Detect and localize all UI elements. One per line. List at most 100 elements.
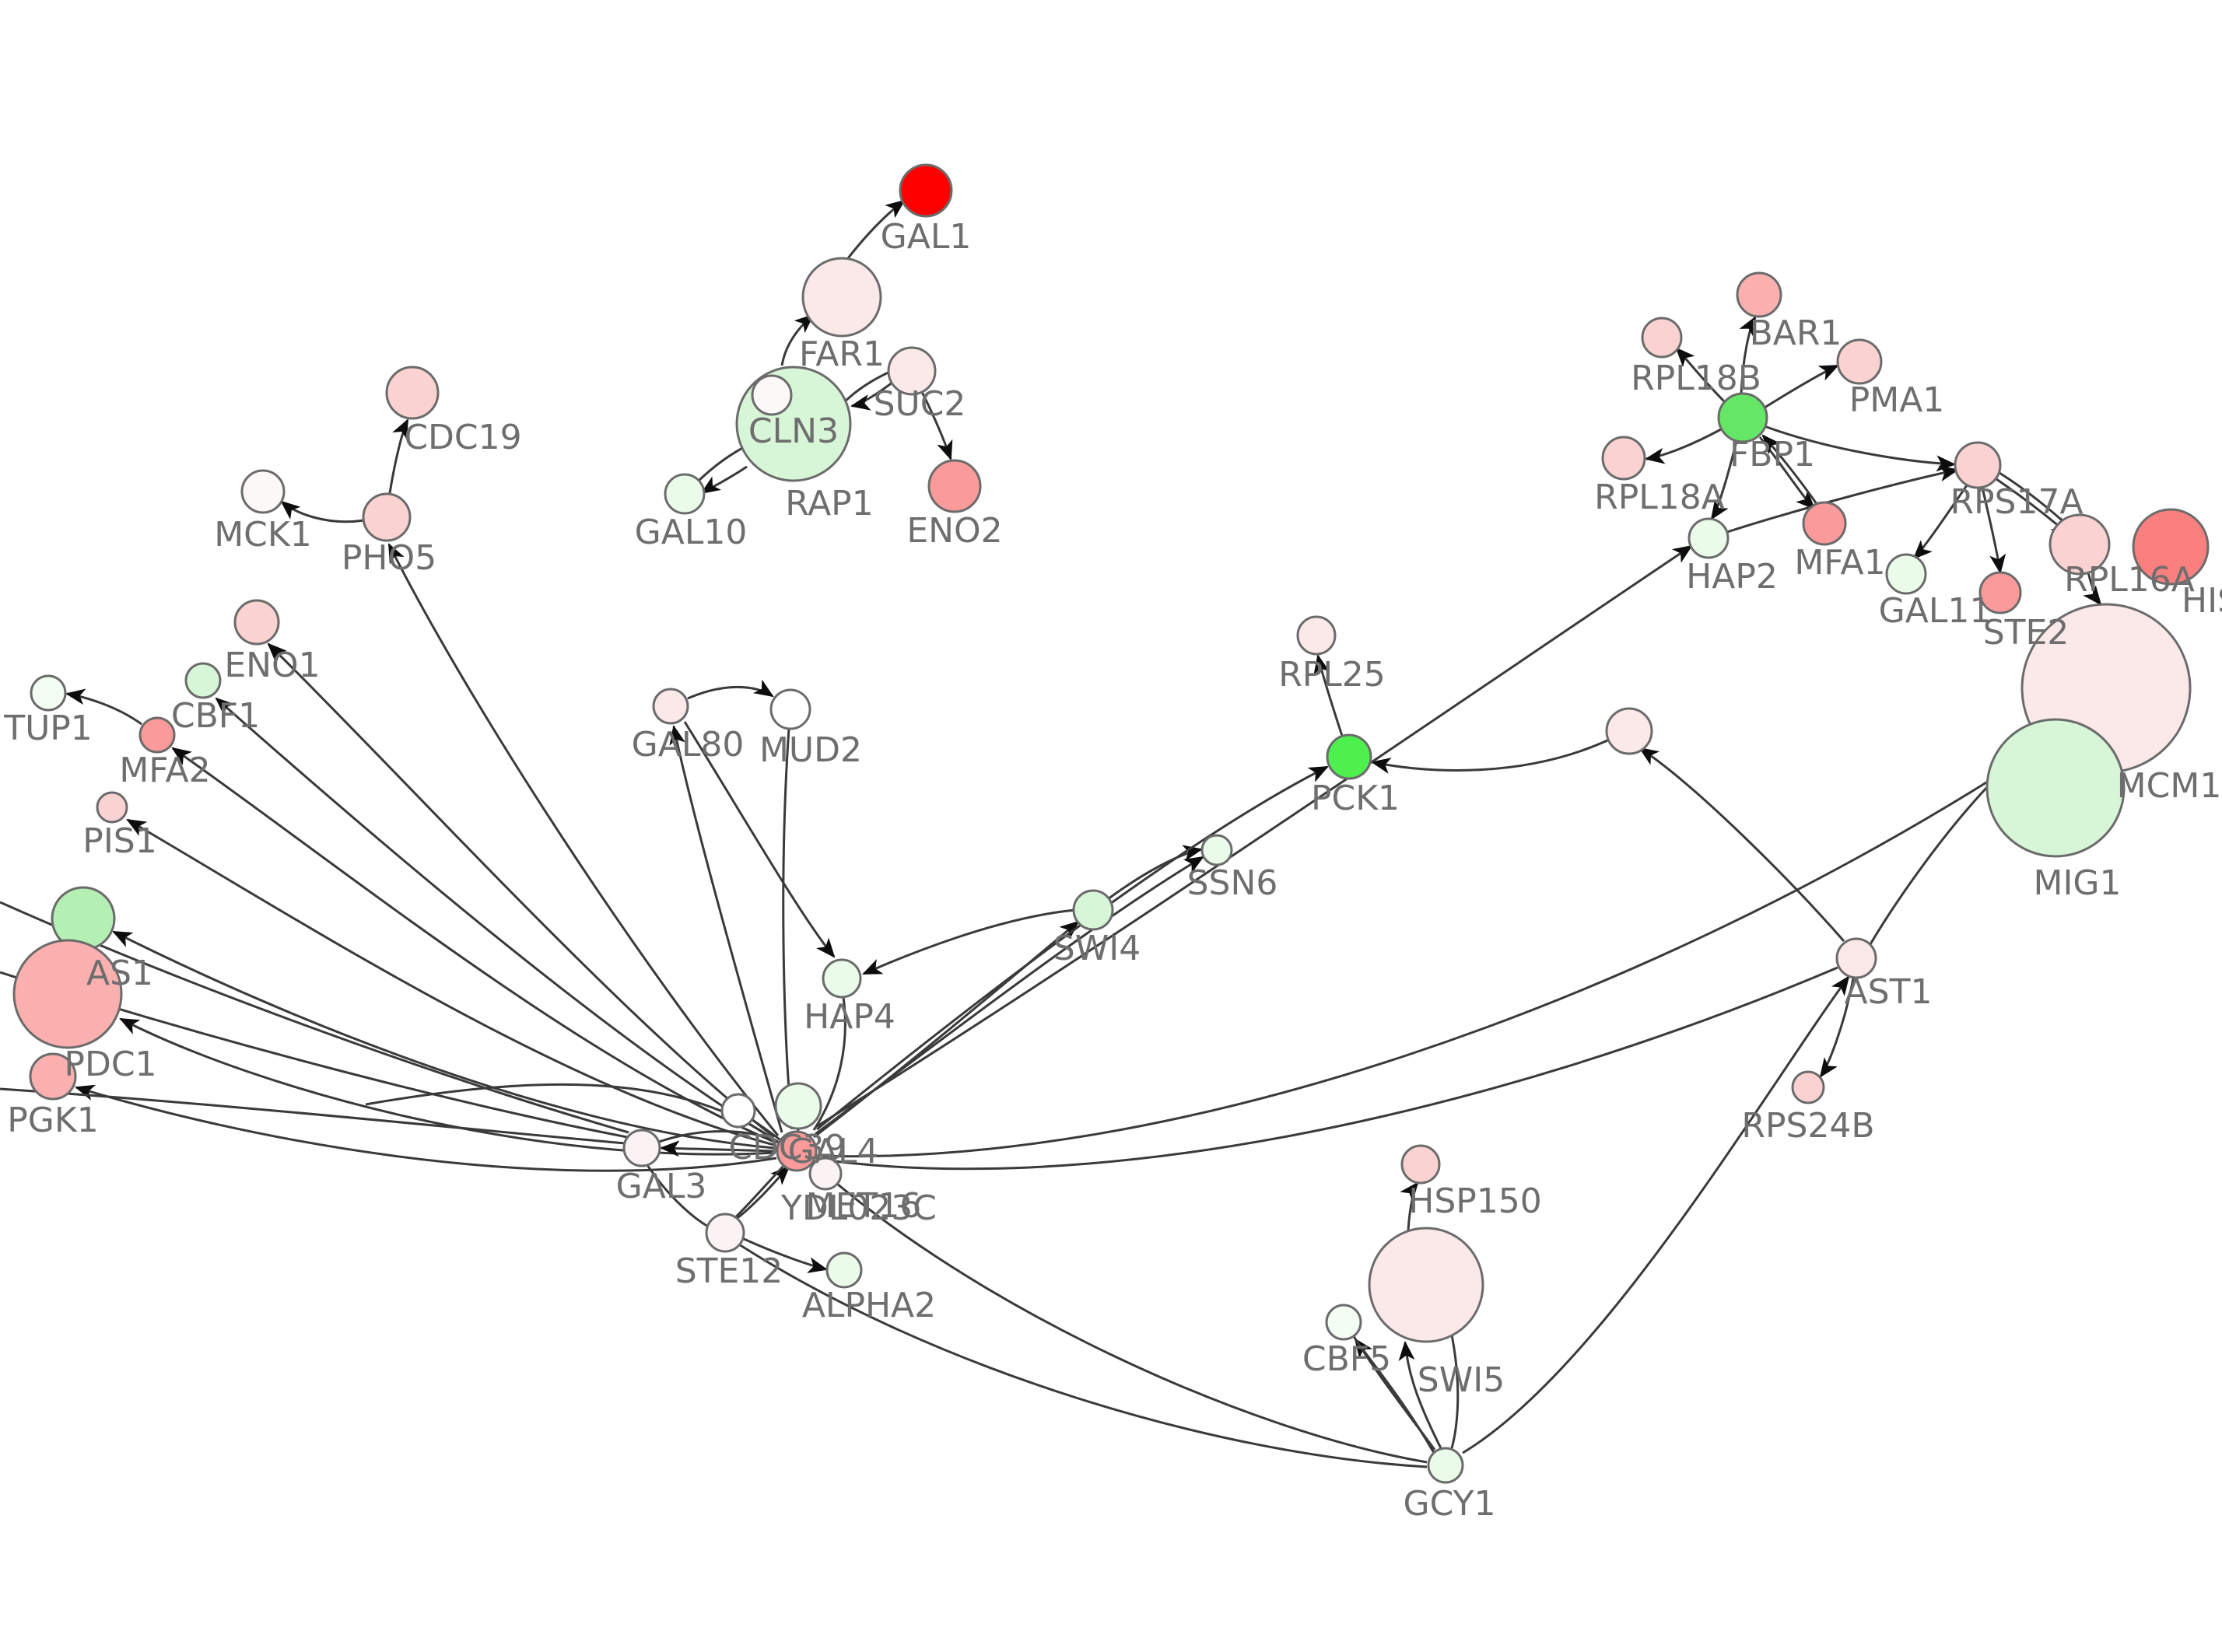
edge-FBP1-to-RPL18B bbox=[1675, 347, 1727, 404]
node-label-rpl25: RPL25 bbox=[1278, 655, 1386, 695]
node-hap2[interactable] bbox=[1688, 517, 1730, 559]
node-label-pho5: PHO5 bbox=[342, 538, 436, 578]
node-swi5[interactable] bbox=[1368, 1227, 1484, 1343]
node-pdc1[interactable] bbox=[12, 939, 123, 1049]
edge-GAL4-to-PCK1 bbox=[816, 765, 1329, 1131]
node-gal80[interactable] bbox=[652, 688, 689, 725]
node-tup1[interactable] bbox=[30, 674, 67, 712]
node-gal4[interactable] bbox=[776, 1130, 818, 1172]
node-label-pgk1: PGK1 bbox=[7, 1101, 98, 1140]
node-label-his4: HIS4 bbox=[2182, 581, 2222, 621]
node-label-cdc19: CDC19 bbox=[404, 418, 521, 457]
node-label-cdc39: CDC39 bbox=[728, 1128, 846, 1167]
node-mfa2[interactable] bbox=[138, 716, 176, 754]
node-label-bar1: BAR1 bbox=[1750, 313, 1842, 353]
edge-GAL80-to-HAP4 bbox=[683, 721, 836, 958]
edge-RPS17A-to-STE2 bbox=[1981, 487, 2006, 575]
node-mig1[interactable] bbox=[1985, 718, 2126, 858]
node-suc2[interactable] bbox=[887, 346, 937, 396]
node-ast1[interactable] bbox=[1835, 937, 1877, 979]
node-label-swi5: SWI5 bbox=[1418, 1360, 1505, 1400]
node-label-rpl16a: RPL16A bbox=[2064, 560, 2195, 600]
node-cbf5[interactable] bbox=[1325, 1304, 1362, 1341]
edge-GAL3-to-hub1 bbox=[0, 1087, 626, 1145]
node-rpl16a[interactable] bbox=[2049, 513, 2111, 576]
node-label-ste12: STE12 bbox=[675, 1251, 783, 1291]
node-rps24b[interactable] bbox=[1791, 1070, 1825, 1104]
node-gal11[interactable] bbox=[1885, 553, 1927, 595]
node-pgk1[interactable] bbox=[29, 1052, 77, 1101]
node-rps17a[interactable] bbox=[1954, 441, 2002, 489]
edge-GAL3-to-GAL4 bbox=[658, 1130, 779, 1143]
node-gal3[interactable] bbox=[622, 1129, 661, 1167]
node-eno1[interactable] bbox=[233, 599, 280, 646]
edge-FBP1-to-RPL18A bbox=[1644, 428, 1722, 464]
node-ste2[interactable] bbox=[1978, 571, 2022, 614]
edge-MUD2-to-GAL4 bbox=[782, 728, 794, 1130]
node-mck1[interactable] bbox=[240, 469, 286, 514]
node-label-rps24b: RPS24B bbox=[1741, 1106, 1874, 1146]
node-label-eno2: ENO2 bbox=[906, 511, 1002, 551]
node-unlabeled_hub[interactable] bbox=[1605, 707, 1653, 755]
node-mud2[interactable] bbox=[769, 688, 811, 730]
node-pma1[interactable] bbox=[1836, 338, 1883, 385]
edge-SWI4-to-HAP4 bbox=[862, 908, 1076, 975]
node-eno2[interactable] bbox=[927, 459, 982, 513]
edge-FBP1-to-BAR1 bbox=[1739, 316, 1757, 394]
node-met16[interactable] bbox=[774, 1082, 822, 1130]
node-alpha2[interactable] bbox=[825, 1251, 863, 1289]
node-pck1[interactable] bbox=[1326, 733, 1372, 780]
edge-FBP1-to-PMA1 bbox=[1764, 364, 1839, 409]
edge-GCY1-to-AST1 bbox=[1462, 975, 1850, 1454]
node-gcy1[interactable] bbox=[1427, 1447, 1464, 1484]
edge-RPS17A-to-GAL11 bbox=[1912, 485, 1968, 560]
label-layer: GAL1 FAR1 SUC2 CLN3 ENO2 RAP1 GAL10 CDC19 MCK1 PH… bbox=[3, 217, 2222, 1524]
node-his4[interactable] bbox=[2132, 508, 2210, 586]
node-swi4[interactable] bbox=[1072, 889, 1114, 931]
edge-GAL4-to-AS1 bbox=[112, 930, 775, 1150]
node-label-rpl18a: RPL18A bbox=[1594, 478, 1725, 517]
node-ssn6[interactable] bbox=[1200, 834, 1233, 866]
node-ydl023c[interactable] bbox=[808, 1157, 843, 1191]
node-label-rap1: RAP1 bbox=[785, 484, 873, 523]
edge-STE12-to-GCY1 bbox=[738, 1243, 1428, 1468]
node-pis1[interactable] bbox=[96, 791, 128, 824]
edge-MFA1-to-FBP1 bbox=[1761, 434, 1818, 505]
node-label-gcy1: GCY1 bbox=[1404, 1484, 1496, 1524]
edge-PCK1-to-RPL25 bbox=[1313, 653, 1344, 737]
node-label-ast1: AST1 bbox=[1845, 972, 1933, 1012]
node-layer bbox=[12, 163, 2210, 1484]
node-label-pdc1: PDC1 bbox=[64, 1045, 156, 1084]
node-fbp1[interactable] bbox=[1717, 392, 1768, 443]
edge-GAL10-to-CLN3 bbox=[696, 443, 749, 483]
node-label-rpl18b: RPL18B bbox=[1631, 359, 1761, 398]
node-ste12[interactable] bbox=[705, 1213, 745, 1253]
node-label-pck1: PCK1 bbox=[1311, 779, 1400, 818]
node-cln3_inner[interactable] bbox=[751, 374, 793, 416]
edge-AST1-to-UNLABELED_HUB bbox=[1638, 747, 1845, 942]
node-mfa1[interactable] bbox=[1802, 501, 1847, 546]
node-far1[interactable] bbox=[801, 257, 882, 338]
node-label-cbf1: CBF1 bbox=[171, 696, 260, 736]
node-gal1[interactable] bbox=[899, 163, 953, 218]
node-hap4[interactable] bbox=[822, 958, 862, 999]
node-rpl25[interactable] bbox=[1296, 615, 1337, 656]
edge-UNLABELED_HUB-to-PCK1 bbox=[1370, 739, 1608, 774]
node-hsp150[interactable] bbox=[1400, 1144, 1441, 1185]
node-label-ydl023c: YDL023C bbox=[780, 1188, 937, 1228]
edge-FBP1-to-HAP2 bbox=[1710, 440, 1738, 520]
node-bar1[interactable] bbox=[1736, 271, 1782, 318]
node-label-cbf5: CBF5 bbox=[1302, 1339, 1391, 1379]
edge-GAL4-to-GAL80 bbox=[669, 724, 783, 1133]
node-cdc19[interactable] bbox=[385, 366, 440, 420]
node-cdc39[interactable] bbox=[720, 1093, 756, 1129]
node-gal10[interactable] bbox=[664, 473, 706, 515]
edge-GAL4-to-HAP2 bbox=[816, 544, 1693, 1128]
node-cbf1[interactable] bbox=[184, 662, 222, 699]
node-pho5[interactable] bbox=[362, 492, 412, 542]
node-rpl18b[interactable] bbox=[1641, 317, 1683, 359]
edge-PHO5-to-CDC19 bbox=[388, 418, 409, 494]
node-label-met16: MET16 bbox=[806, 1186, 922, 1226]
node-rpl18a[interactable] bbox=[1601, 436, 1646, 481]
